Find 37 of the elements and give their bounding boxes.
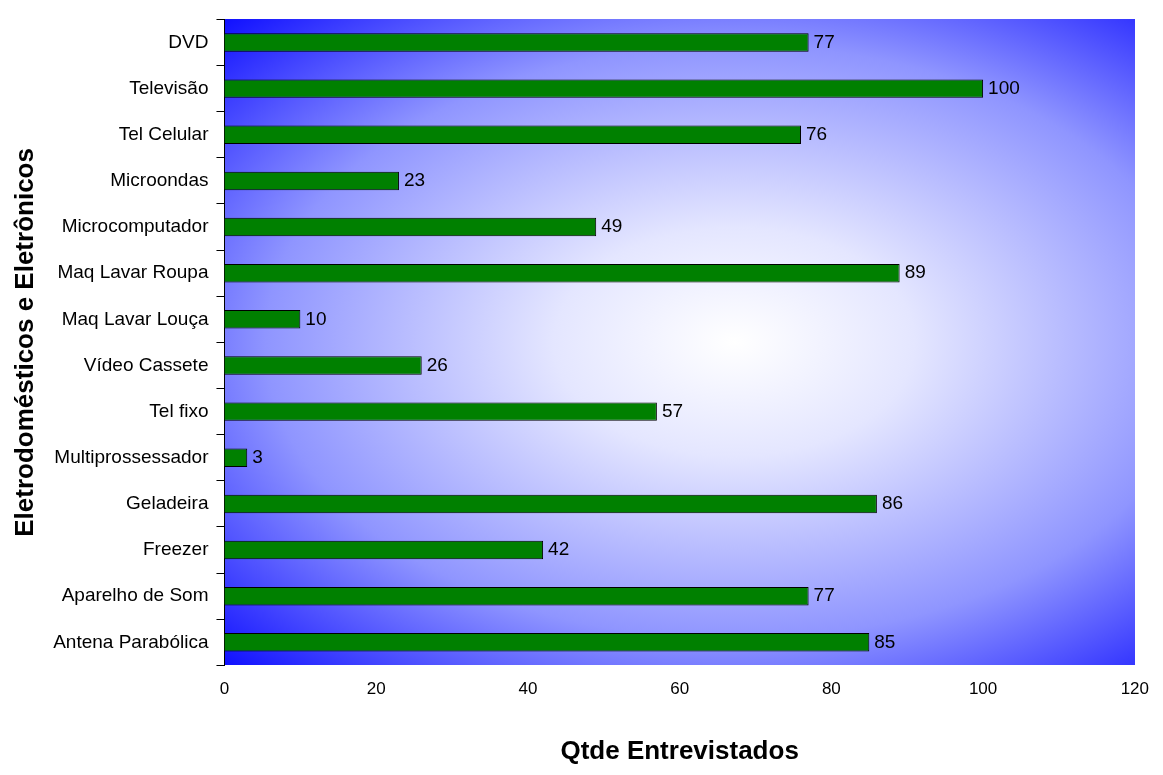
data-label: 49 xyxy=(601,215,623,237)
x-tick-label: 20 xyxy=(366,679,386,699)
y-tick-label: Microcomputador xyxy=(61,215,210,237)
y-tick-label: Televisão xyxy=(129,76,209,98)
x-tick-label: 80 xyxy=(821,679,841,699)
data-label: 89 xyxy=(904,261,926,283)
data-label: 42 xyxy=(548,538,570,560)
data-label: 77 xyxy=(813,584,835,606)
data-label: 85 xyxy=(874,630,896,652)
y-tick-label: Multiprossessador xyxy=(54,445,210,467)
y-tick-label: Tel Celular xyxy=(118,122,210,144)
x-tick-label: 100 xyxy=(968,679,998,699)
data-label: 10 xyxy=(305,307,327,329)
x-tick-label: 40 xyxy=(518,679,538,699)
y-tick-label: Aparelho de Som xyxy=(61,584,209,606)
data-label: 100 xyxy=(988,76,1020,98)
data-label: 23 xyxy=(403,169,426,191)
data-label: 57 xyxy=(661,399,684,421)
y-tick-label: Maq Lavar Roupa xyxy=(57,261,209,283)
x-axis-title: Qtde Entrevistados xyxy=(560,734,799,765)
y-tick-label: Geladeira xyxy=(126,492,209,514)
y-tick-label: DVD xyxy=(168,30,209,52)
x-tick-label: 120 xyxy=(1120,679,1150,699)
y-tick-label: Vídeo Cassete xyxy=(83,353,209,375)
y-axis-title: Eletrodomésticos e Eletrônicos xyxy=(8,148,39,537)
x-tick-label: 60 xyxy=(670,679,690,699)
y-tick-label: Tel fixo xyxy=(149,399,209,421)
data-label: 77 xyxy=(813,30,835,52)
data-label: 26 xyxy=(426,353,448,375)
y-tick-label: Microondas xyxy=(110,169,209,191)
data-label: 86 xyxy=(881,492,904,514)
x-tick-label: 0 xyxy=(219,679,230,699)
y-tick-label: Antena Parabólica xyxy=(53,630,209,652)
y-tick-label: Freezer xyxy=(143,538,210,560)
data-label: 76 xyxy=(806,122,828,144)
data-label: 3 xyxy=(252,445,263,467)
y-tick-label: Maq Lavar Louça xyxy=(61,307,209,329)
